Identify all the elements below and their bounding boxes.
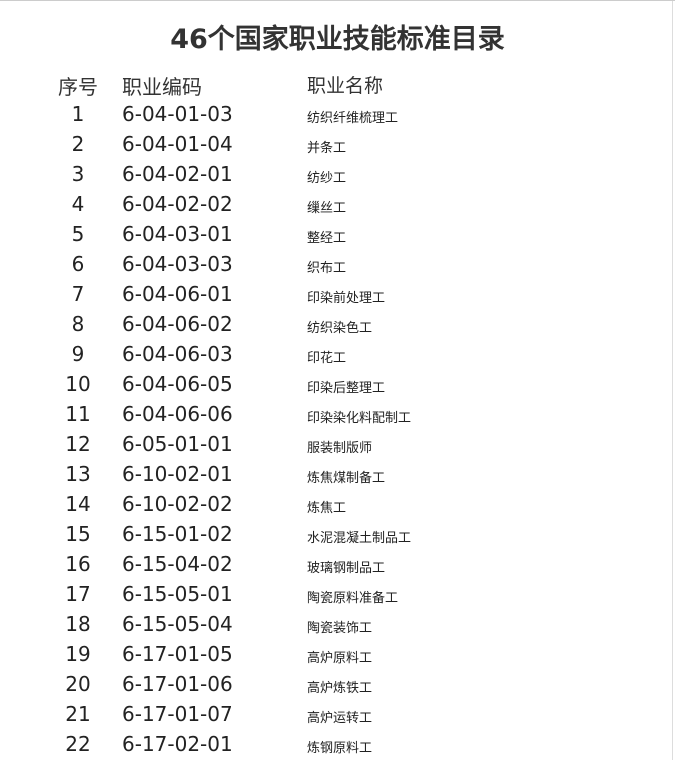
cell-no: 7 xyxy=(71,282,85,306)
table-row: 14 6-10-02-02 炼焦工 xyxy=(0,492,660,522)
cell-no: 11 xyxy=(65,402,91,426)
table-row: 5 6-04-03-01 整经工 xyxy=(0,222,660,252)
cell-code: 6-04-01-03 xyxy=(122,102,233,126)
cell-name: 印染后整理工 xyxy=(307,381,386,396)
cell-name: 印染前处理工 xyxy=(307,291,386,306)
cell-name: 缫丝工 xyxy=(307,201,347,216)
cell-no: 1 xyxy=(71,102,85,126)
table-row: 10 6-04-06-05 印染后整理工 xyxy=(0,372,660,402)
cell-name: 印染染化料配制工 xyxy=(307,411,412,426)
table-row: 9 6-04-06-03 印花工 xyxy=(0,342,660,372)
table-header: 序号 职业编码 职业名称 xyxy=(0,71,660,101)
cell-no: 20 xyxy=(65,672,91,696)
cell-code: 6-17-02-01 xyxy=(122,732,233,756)
cell-no: 15 xyxy=(65,522,91,546)
table-row: 6 6-04-03-03 织布工 xyxy=(0,252,660,282)
table-row: 11 6-04-06-06 印染染化料配制工 xyxy=(0,402,660,432)
table-row: 18 6-15-05-04 陶瓷装饰工 xyxy=(0,612,660,642)
cell-no: 3 xyxy=(71,162,85,186)
cell-code: 6-04-06-03 xyxy=(122,342,233,366)
cell-name: 织布工 xyxy=(307,261,347,276)
table-row: 7 6-04-06-01 印染前处理工 xyxy=(0,282,660,312)
cell-name: 服装制版师 xyxy=(307,441,373,456)
page-border xyxy=(672,1,673,760)
cell-name: 印花工 xyxy=(307,351,347,366)
cell-code: 6-15-05-04 xyxy=(122,612,233,636)
table-row: 16 6-15-04-02 玻璃钢制品工 xyxy=(0,552,660,582)
cell-name: 高炉炼铁工 xyxy=(307,681,373,696)
cell-no: 2 xyxy=(71,132,85,156)
table-row: 13 6-10-02-01 炼焦煤制备工 xyxy=(0,462,660,492)
cell-name: 高炉原料工 xyxy=(307,651,373,666)
table-row: 8 6-04-06-02 纺织染色工 xyxy=(0,312,660,342)
page-title: 46个国家职业技能标准目录 xyxy=(170,24,505,55)
cell-code: 6-05-01-01 xyxy=(122,432,233,456)
table-row: 17 6-15-05-01 陶瓷原料准备工 xyxy=(0,582,660,612)
cell-code: 6-04-02-01 xyxy=(122,162,233,186)
cell-name: 纺织染色工 xyxy=(307,321,373,336)
cell-name: 纺织纤维梳理工 xyxy=(307,111,399,126)
cell-code: 6-10-02-02 xyxy=(122,492,233,516)
cell-code: 6-10-02-01 xyxy=(122,462,233,486)
cell-no: 13 xyxy=(65,462,91,486)
cell-no: 5 xyxy=(71,222,85,246)
cell-no: 14 xyxy=(65,492,91,516)
cell-name: 整经工 xyxy=(307,231,347,246)
cell-code: 6-04-02-02 xyxy=(122,192,233,216)
cell-no: 17 xyxy=(65,582,91,606)
cell-name: 陶瓷原料准备工 xyxy=(307,591,399,606)
cell-no: 19 xyxy=(65,642,91,666)
table-row: 12 6-05-01-01 服装制版师 xyxy=(0,432,660,462)
cell-name: 陶瓷装饰工 xyxy=(307,621,373,636)
table-row: 1 6-04-01-03 纺织纤维梳理工 xyxy=(0,102,660,132)
cell-no: 18 xyxy=(65,612,91,636)
header-code: 职业编码 xyxy=(122,75,202,99)
table-row: 22 6-17-02-01 炼钢原料工 xyxy=(0,732,660,762)
cell-code: 6-15-01-02 xyxy=(122,522,233,546)
cell-code: 6-04-03-01 xyxy=(122,222,233,246)
cell-no: 16 xyxy=(65,552,91,576)
cell-no: 8 xyxy=(71,312,85,336)
table-row: 2 6-04-01-04 并条工 xyxy=(0,132,660,162)
cell-code: 6-04-06-06 xyxy=(122,402,233,426)
cell-no: 21 xyxy=(65,702,91,726)
header-name: 职业名称 xyxy=(307,75,384,97)
cell-name: 并条工 xyxy=(307,141,347,156)
cell-name: 炼焦煤制备工 xyxy=(307,471,386,486)
cell-code: 6-17-01-06 xyxy=(122,672,233,696)
table-row: 20 6-17-01-06 高炉炼铁工 xyxy=(0,672,660,702)
cell-name: 纺纱工 xyxy=(307,171,347,186)
cell-code: 6-04-01-04 xyxy=(122,132,233,156)
cell-no: 10 xyxy=(65,372,91,396)
cell-no: 12 xyxy=(65,432,91,456)
cell-code: 6-15-04-02 xyxy=(122,552,233,576)
header-no: 序号 xyxy=(58,75,98,99)
table-row: 15 6-15-01-02 水泥混凝土制品工 xyxy=(0,522,660,552)
cell-code: 6-04-06-02 xyxy=(122,312,233,336)
cell-code: 6-04-03-03 xyxy=(122,252,233,276)
cell-no: 22 xyxy=(65,732,91,756)
cell-no: 4 xyxy=(71,192,85,216)
cell-code: 6-17-01-07 xyxy=(122,702,233,726)
table-row: 3 6-04-02-01 纺纱工 xyxy=(0,162,660,192)
cell-name: 炼焦工 xyxy=(307,501,347,516)
cell-no: 9 xyxy=(71,342,85,366)
table-row: 21 6-17-01-07 高炉运转工 xyxy=(0,702,660,732)
table-row: 19 6-17-01-05 高炉原料工 xyxy=(0,642,660,672)
table-row: 4 6-04-02-02 缫丝工 xyxy=(0,192,660,222)
cell-code: 6-04-06-05 xyxy=(122,372,233,396)
cell-name: 玻璃钢制品工 xyxy=(307,561,386,576)
cell-code: 6-04-06-01 xyxy=(122,282,233,306)
cell-code: 6-15-05-01 xyxy=(122,582,233,606)
cell-name: 高炉运转工 xyxy=(307,711,373,726)
cell-code: 6-17-01-05 xyxy=(122,642,233,666)
cell-name: 炼钢原料工 xyxy=(307,741,373,756)
cell-name: 水泥混凝土制品工 xyxy=(307,531,412,546)
cell-no: 6 xyxy=(71,252,85,276)
